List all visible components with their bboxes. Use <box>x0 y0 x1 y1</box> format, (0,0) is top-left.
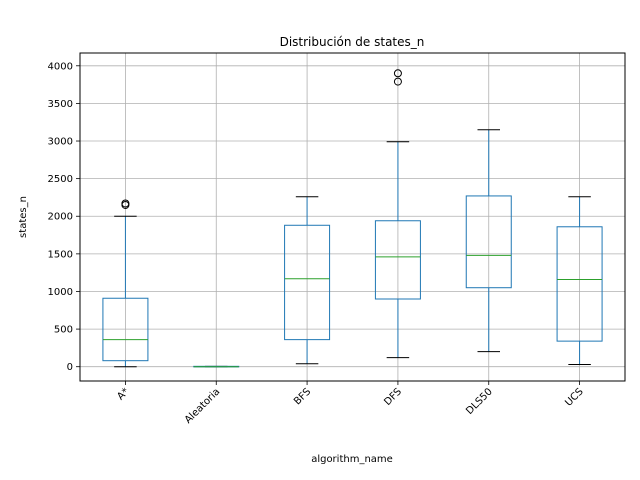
y-tick-label: 1500 <box>48 249 73 260</box>
iqr-box <box>102 297 149 362</box>
y-tick-label: 2500 <box>48 174 73 185</box>
chart-title: Distribución de states_n <box>280 35 425 49</box>
y-tick-label: 0 <box>67 362 73 373</box>
outlier-point <box>393 77 402 86</box>
iqr-box <box>284 224 331 341</box>
y-tick-label: 3000 <box>48 137 73 148</box>
box-DFS <box>374 69 421 359</box>
box-Aleatoria <box>193 365 240 368</box>
boxes-group <box>102 69 603 368</box>
box-A* <box>102 199 149 368</box>
y-tick-label: 2000 <box>48 212 73 223</box>
iqr-box <box>374 220 421 300</box>
x-tick-label: UCS <box>563 386 585 408</box>
y-axis-label: states_n <box>18 196 29 238</box>
x-axis: A* Aleatoria BFS DFS DLS50 UCS <box>115 381 586 426</box>
x-tick-label: A* <box>115 386 131 402</box>
x-tick-label: DLS50 <box>464 386 495 417</box>
box-BFS <box>284 196 331 365</box>
x-tick-label: BFS <box>292 386 313 407</box>
y-tick-label: 500 <box>54 325 73 336</box>
y-tick-label: 1000 <box>48 287 73 298</box>
x-tick-label: DFS <box>382 386 404 408</box>
grid-lines <box>80 53 625 381</box>
box-DLS50 <box>465 129 512 353</box>
outlier-point <box>393 69 402 78</box>
x-tick-label: Aleatoria <box>183 386 223 426</box>
iqr-box <box>465 195 512 289</box>
x-axis-label: algorithm_name <box>311 454 393 465</box>
y-axis: 0 500 1000 1500 2000 2500 3000 3500 4000 <box>48 61 80 373</box>
outlier-point <box>121 199 130 208</box>
box-UCS <box>556 196 603 365</box>
y-tick-label: 4000 <box>48 61 73 72</box>
y-tick-label: 3500 <box>48 99 73 110</box>
plot-area-frame <box>79 52 626 382</box>
iqr-box <box>556 226 603 342</box>
